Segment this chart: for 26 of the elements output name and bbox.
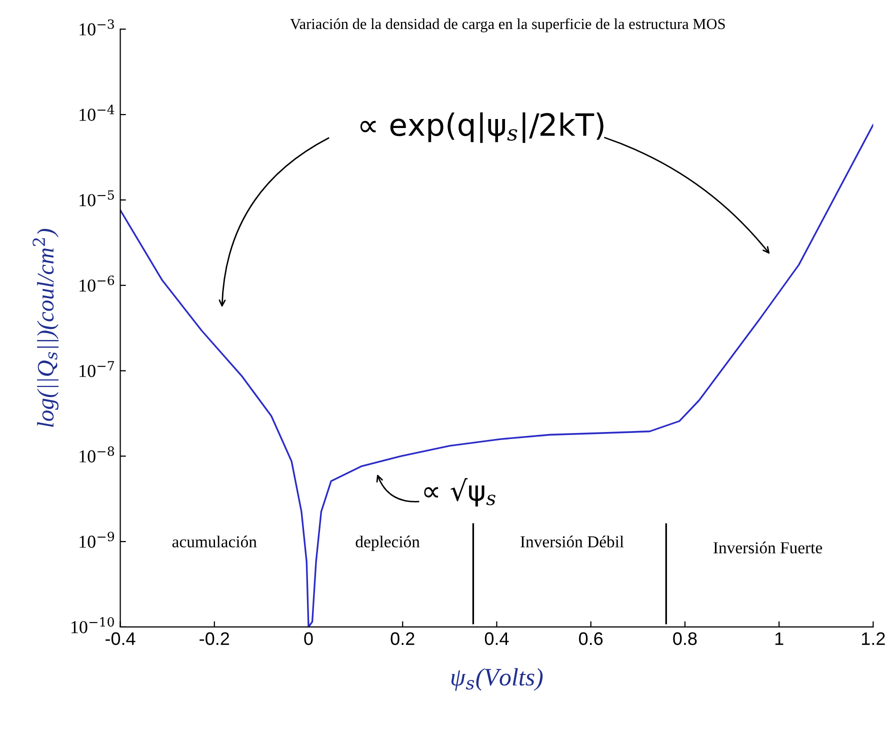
x-axis-title: ψ$_{s}$(Volts) [451, 668, 543, 691]
y-tick-label: 10$^{−4}$ [80, 104, 114, 121]
annotation: Inversión Fuerte [714, 542, 822, 554]
y-tick-label: 10$^{−9}$ [80, 532, 114, 548]
annotation: ∝ exp(q|ψ$_{s}$|/2kT) [360, 112, 604, 143]
y-tick-label: 10$^{−5}$ [80, 190, 114, 206]
x-tick-label: 1 [775, 632, 784, 645]
x-tick-label: 0.6 [579, 632, 603, 646]
annotation: acumulación [172, 536, 257, 548]
x-tick-label: -0.4 [106, 632, 136, 646]
x-tick-label: 0.8 [673, 632, 697, 646]
chart-title: Variación de la densidad de carga en la superficie de la estructura MOS [290, 18, 725, 32]
annotation: ∝ √ψ$_{s}$ [424, 478, 496, 506]
y-tick-label: 10$^{−6}$ [80, 276, 114, 292]
y-axis-title: log(||Q$_{s}$||)(coul/cm$^{2}$) [32, 228, 59, 427]
y-tick-label: 10$^{−10}$ [72, 617, 114, 634]
x-tick-label: 1.2 [862, 632, 885, 645]
x-tick-label: -0.2 [200, 632, 230, 646]
y-tick-label: 10$^{−7}$ [80, 361, 114, 378]
annotation: Inversión Débil [520, 536, 624, 548]
annotation: depleción [356, 536, 420, 551]
y-tick-label: 10$^{−8}$ [80, 446, 114, 462]
x-tick-label: 0.4 [484, 632, 509, 646]
x-tick-label: 0.2 [390, 632, 414, 646]
y-tick-label: 10$^{−3}$ [80, 19, 114, 36]
x-tick-label: 0 [304, 632, 313, 646]
